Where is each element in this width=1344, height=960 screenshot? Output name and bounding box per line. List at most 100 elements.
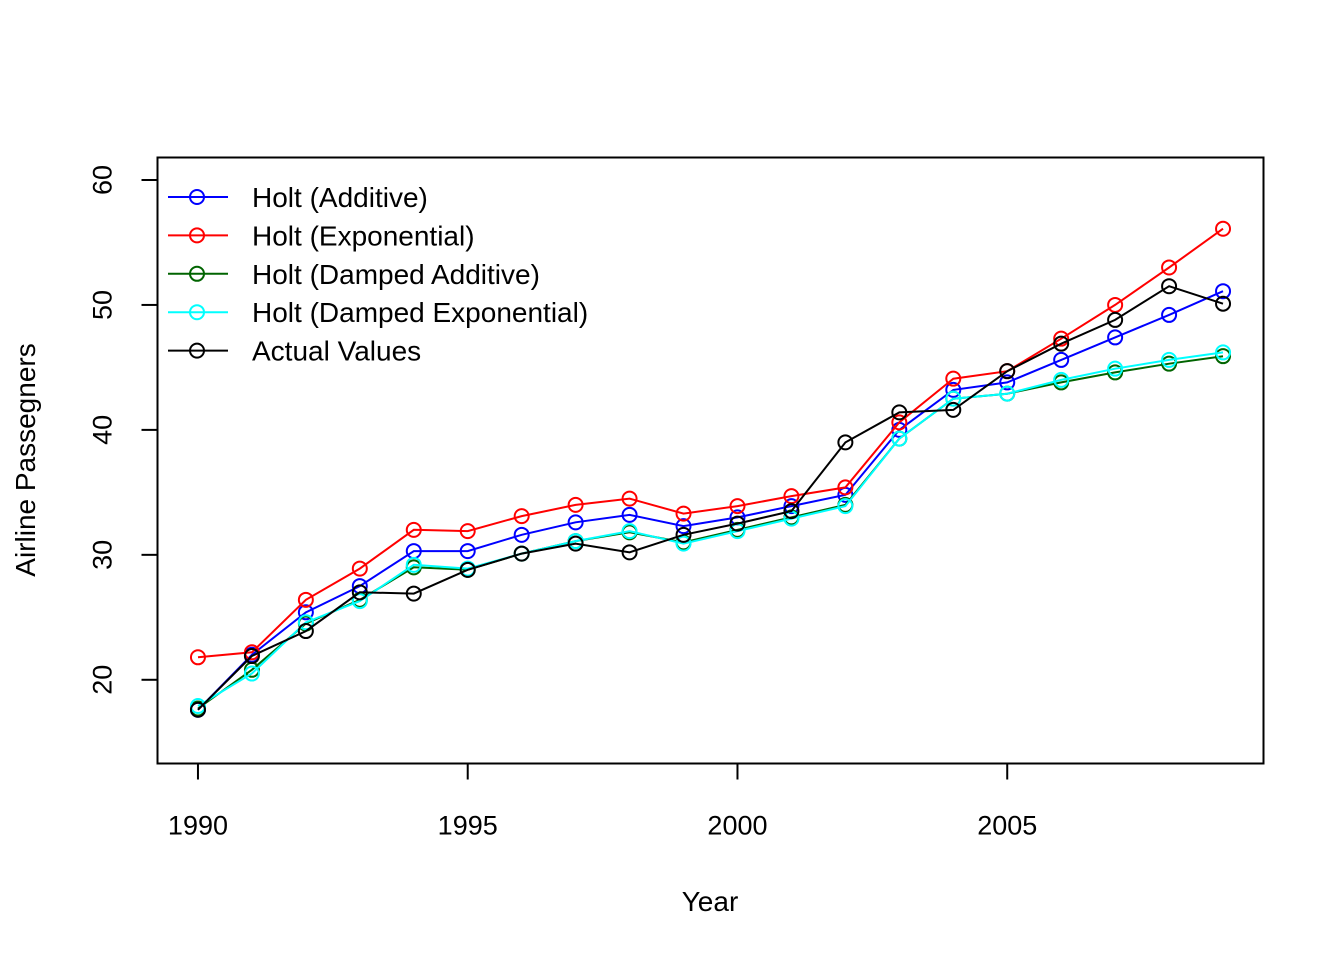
data-point <box>621 506 638 523</box>
data-point <box>783 503 800 520</box>
data-point <box>351 593 368 610</box>
series-5 <box>189 278 1232 718</box>
data-point <box>837 479 854 496</box>
data-point <box>1161 306 1178 323</box>
series-line <box>197 227 1224 659</box>
legend-marker <box>189 227 205 244</box>
legend-entry: Holt (Exponential) <box>168 220 475 251</box>
series-layer <box>189 220 1232 718</box>
data-point <box>1107 329 1124 346</box>
series-line <box>197 285 1224 711</box>
y-tick-label: 40 <box>88 415 118 445</box>
series-line <box>197 355 1224 710</box>
data-point <box>1161 351 1178 368</box>
legend-marker <box>189 189 205 205</box>
data-point <box>675 518 692 535</box>
data-point <box>567 535 584 552</box>
data-point <box>675 505 692 522</box>
data-point <box>459 523 476 540</box>
data-point <box>297 591 314 608</box>
x-tick-label: 1995 <box>438 811 498 841</box>
data-point <box>945 390 962 407</box>
y-tick-label: 20 <box>88 665 118 695</box>
data-point <box>621 523 638 540</box>
data-point <box>999 363 1016 380</box>
legend-entry: Holt (Damped Additive) <box>168 259 540 290</box>
legend-label: Holt (Additive) <box>252 182 428 213</box>
data-point <box>999 385 1016 402</box>
data-point <box>351 560 368 577</box>
legend: Holt (Additive) Holt (Exponential) Holt (D… <box>168 182 588 367</box>
data-point <box>675 535 692 552</box>
data-point <box>891 404 908 421</box>
data-point <box>567 514 584 531</box>
series-3 <box>189 348 1232 717</box>
data-point <box>999 374 1016 391</box>
y-tick-label: 60 <box>88 165 118 195</box>
data-point <box>621 490 638 507</box>
data-point <box>243 648 260 665</box>
data-point <box>189 649 206 666</box>
legend-entry: Holt (Damped Exponential) <box>168 297 588 328</box>
data-point <box>1107 311 1124 328</box>
data-point <box>891 430 908 447</box>
data-point <box>729 498 746 515</box>
legend-marker <box>189 265 205 282</box>
data-point <box>351 584 368 601</box>
data-point <box>837 498 854 515</box>
data-point <box>1053 335 1070 352</box>
y-axis: 20 30 40 50 60 <box>88 165 159 695</box>
series-line <box>197 290 1224 711</box>
data-point <box>1215 344 1232 361</box>
data-point <box>513 508 530 525</box>
series-line <box>197 351 1224 707</box>
legend-label: Holt (Damped Exponential) <box>252 297 588 328</box>
data-point <box>1161 278 1178 295</box>
data-point <box>405 585 422 602</box>
data-point <box>243 665 260 682</box>
data-point <box>945 370 962 387</box>
data-point <box>891 414 908 431</box>
data-point <box>567 496 584 513</box>
x-tick-label: 2005 <box>977 811 1037 841</box>
data-point <box>1215 283 1232 300</box>
data-point <box>783 498 800 515</box>
data-point <box>621 544 638 561</box>
x-tick-label: 1990 <box>168 811 228 841</box>
data-point <box>837 434 854 451</box>
data-point <box>459 561 476 578</box>
data-point <box>297 614 314 631</box>
data-point <box>405 521 422 538</box>
legend-label: Actual Values <box>252 336 421 367</box>
data-point <box>1215 220 1232 237</box>
x-tick-label: 2000 <box>707 811 767 841</box>
data-point <box>189 701 206 718</box>
data-point <box>675 526 692 543</box>
y-tick-label: 30 <box>88 540 118 570</box>
data-point <box>1215 295 1232 312</box>
data-point <box>405 556 422 573</box>
data-point <box>297 604 314 621</box>
data-point <box>459 543 476 560</box>
y-tick-label: 50 <box>88 290 118 320</box>
y-axis-title: Airline Passegners <box>10 343 41 576</box>
data-point <box>1161 259 1178 276</box>
x-axis-title: Year <box>682 886 739 917</box>
data-point <box>1053 330 1070 347</box>
legend-marker <box>189 342 205 359</box>
data-point <box>945 381 962 398</box>
data-point <box>513 545 530 562</box>
data-point <box>729 515 746 532</box>
legend-label: Holt (Damped Additive) <box>252 259 540 290</box>
data-point <box>1107 360 1124 377</box>
data-point <box>1053 351 1070 368</box>
legend-entry: Actual Values <box>168 336 421 367</box>
data-point <box>513 526 530 543</box>
data-point <box>297 623 314 640</box>
data-point <box>1053 371 1070 388</box>
legend-entry: Holt (Additive) <box>168 182 428 213</box>
data-point <box>945 401 962 418</box>
x-axis: 1990 1995 2000 2005 <box>168 762 1037 841</box>
legend-marker <box>189 304 205 321</box>
